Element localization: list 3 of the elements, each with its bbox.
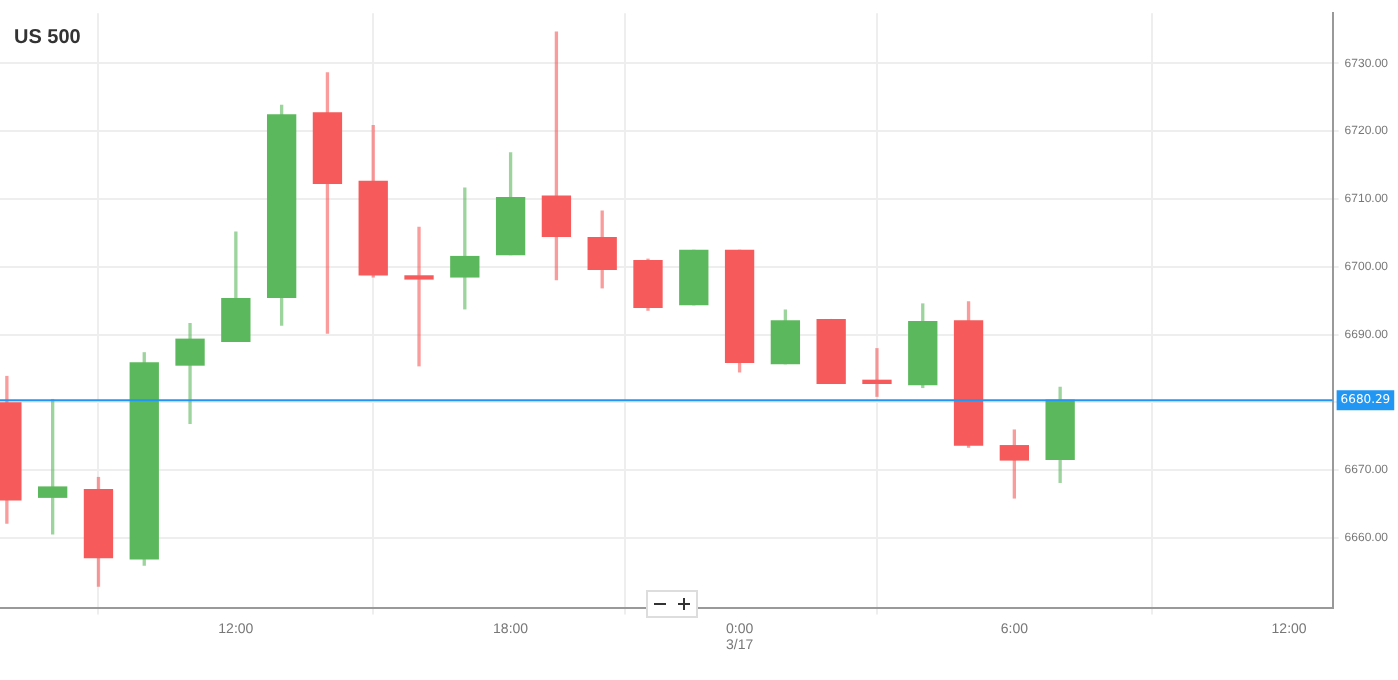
- candlestick: [404, 226, 434, 367]
- candlestick: [862, 348, 892, 397]
- text: US 500: [14, 26, 82, 49]
